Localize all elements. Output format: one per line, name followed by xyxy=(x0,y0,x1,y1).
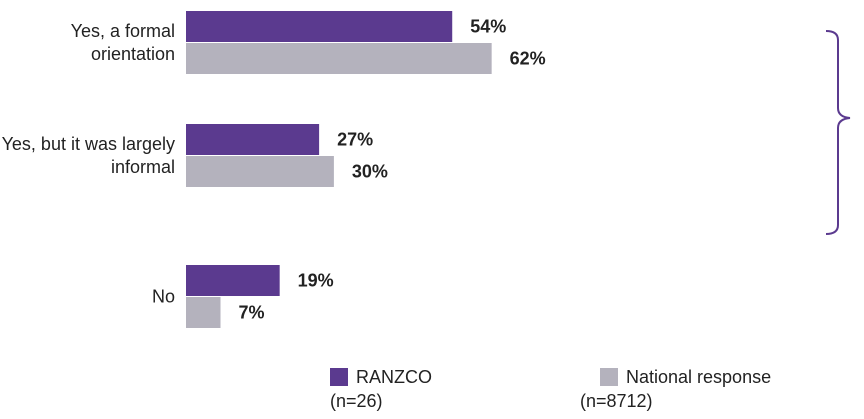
bar xyxy=(186,43,492,74)
bar xyxy=(186,11,453,42)
legend-sample: (n=8712) xyxy=(580,391,653,411)
value-label: 54% xyxy=(470,16,506,36)
bar xyxy=(186,297,221,328)
legend-swatch xyxy=(330,368,348,386)
legend-swatch xyxy=(600,368,618,386)
legend-sample: (n=26) xyxy=(330,391,383,411)
legend-label: National response xyxy=(626,367,771,387)
category-label: Yes, a formal orientation xyxy=(70,21,175,64)
value-label: 27% xyxy=(337,129,373,149)
bar xyxy=(186,156,334,187)
category-label: No xyxy=(151,286,175,307)
value-label: 7% xyxy=(239,302,265,322)
bar xyxy=(186,124,320,155)
category-label: Yes, but it was largely informal xyxy=(1,134,175,177)
value-label: 62% xyxy=(510,48,546,68)
bar xyxy=(186,265,280,296)
bracket xyxy=(825,30,851,235)
value-label: 19% xyxy=(298,270,334,290)
value-label: 30% xyxy=(352,161,388,181)
legend-label: RANZCO xyxy=(356,367,432,387)
